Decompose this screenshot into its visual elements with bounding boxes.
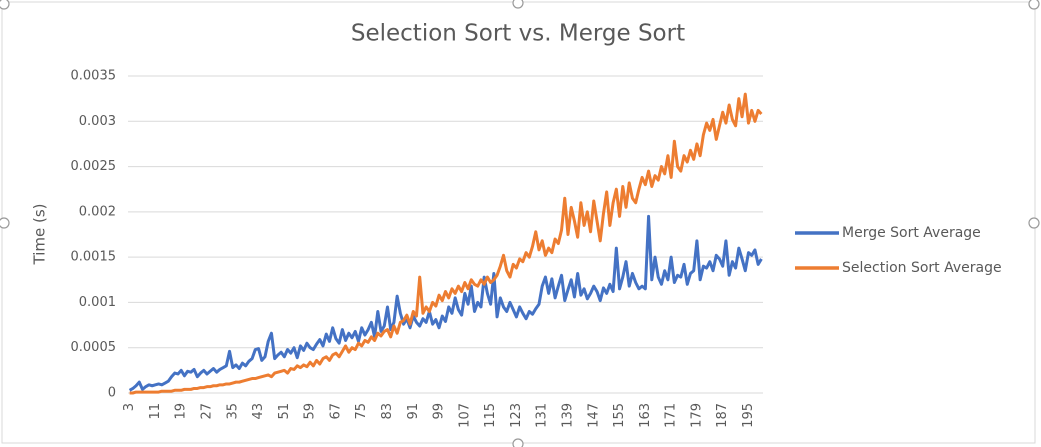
handle <box>0 217 10 229</box>
x-tick-label: 155 <box>612 403 627 428</box>
x-tick-label: 59 <box>303 403 318 420</box>
x-tick-label: 27 <box>199 403 214 420</box>
y-tick-label: 0.003 <box>79 114 116 129</box>
x-tick-label: 147 <box>586 403 601 428</box>
y-tick-label: 0.0025 <box>71 159 117 174</box>
y-tick-label: 0.001 <box>79 295 116 310</box>
x-tick-label: 67 <box>328 403 343 420</box>
x-tick-label: 91 <box>406 403 421 420</box>
x-tick-label: 51 <box>277 403 292 420</box>
x-tick-label: 187 <box>715 403 730 428</box>
x-tick-label: 75 <box>354 403 369 420</box>
x-tick-label: 131 <box>535 403 550 428</box>
handle <box>1028 217 1040 229</box>
x-tick-label: 123 <box>509 403 524 428</box>
legend-label: Selection Sort Average <box>842 260 1002 276</box>
x-tick-label: 35 <box>225 403 240 420</box>
x-tick-label: 19 <box>174 403 189 420</box>
series-line <box>128 214 763 392</box>
handle <box>512 0 524 9</box>
x-tick-label: 107 <box>457 403 472 428</box>
y-tick-label: 0 <box>108 386 116 401</box>
chart-title: Selection Sort vs. Merge Sort <box>351 21 685 47</box>
x-tick-label: 99 <box>432 403 447 420</box>
y-tick-label: 0.0015 <box>71 250 117 265</box>
handle <box>0 0 10 10</box>
y-axis-label: Time (s) <box>31 204 49 266</box>
legend-label: Merge Sort Average <box>842 225 981 241</box>
x-tick-label: 83 <box>380 403 395 420</box>
x-tick-label: 3 <box>122 403 137 411</box>
handle <box>1028 0 1040 10</box>
x-tick-label: 179 <box>689 403 704 428</box>
x-tick-label: 139 <box>560 403 575 428</box>
x-tick-label: 11 <box>148 403 163 420</box>
y-tick-label: 0.0035 <box>71 69 117 84</box>
x-tick-label: 195 <box>741 403 756 428</box>
x-tick-label: 163 <box>638 403 653 428</box>
handle <box>512 438 524 447</box>
x-tick-label: 43 <box>251 403 266 420</box>
y-tick-label: 0.002 <box>79 204 116 219</box>
x-tick-label: 171 <box>664 403 679 428</box>
y-tick-label: 0.0005 <box>71 340 117 355</box>
series-line <box>129 92 763 395</box>
x-tick-label: 115 <box>483 403 498 428</box>
